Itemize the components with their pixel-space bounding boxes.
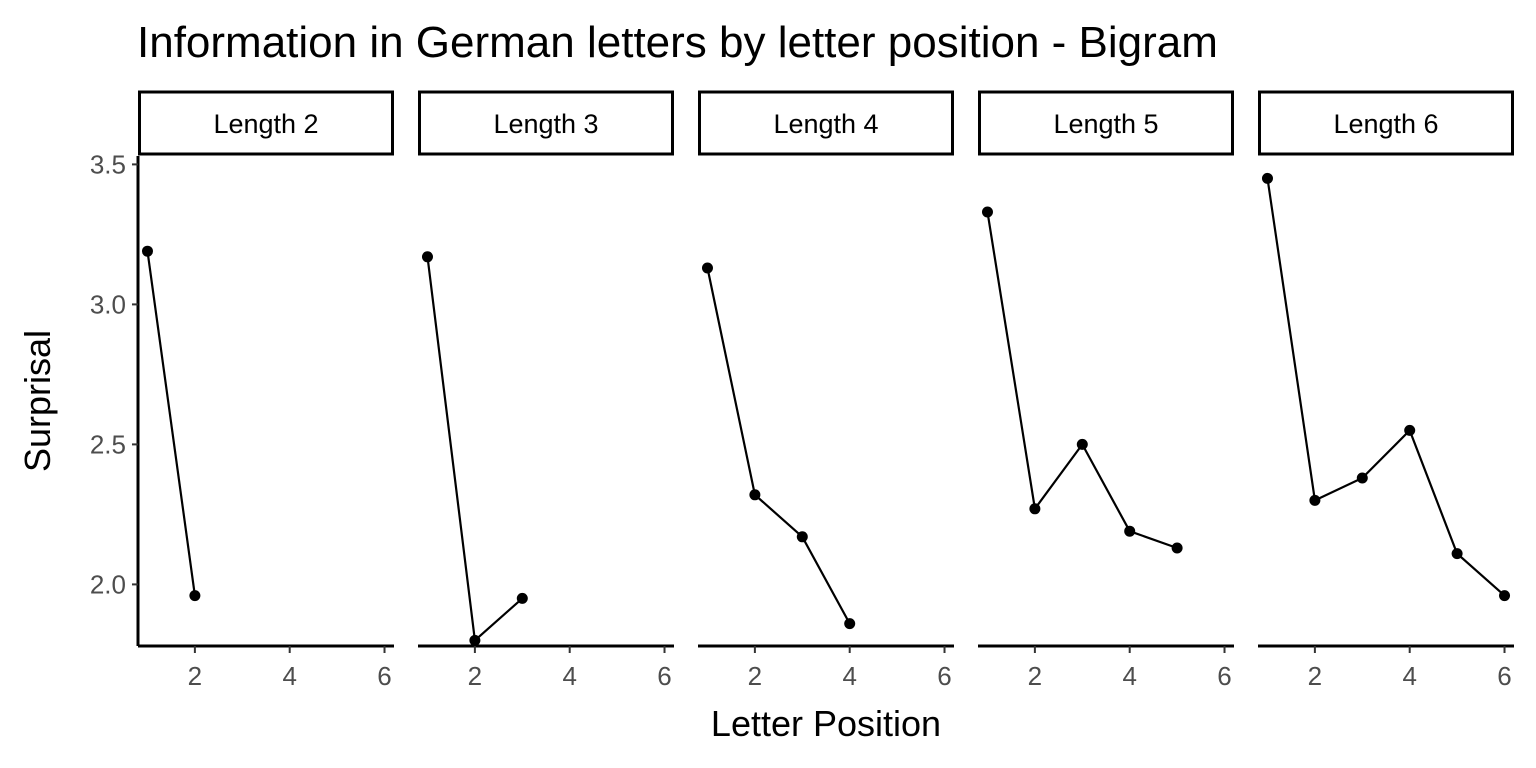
data-point: [1076, 438, 1088, 450]
data-point: [141, 245, 153, 257]
x-tick-label: 2: [748, 661, 762, 691]
series-line: [146, 251, 196, 596]
data-point: [844, 618, 856, 630]
data-point: [749, 489, 761, 501]
x-axis-title: Letter Position: [711, 703, 941, 744]
x-tick-label: 2: [1028, 661, 1042, 691]
data-point: [1356, 472, 1368, 484]
x-tick-label: 4: [562, 661, 576, 691]
facet-panel-1: Length 2 2 4 6: [138, 90, 394, 691]
data-point: [421, 251, 433, 263]
y-tick-label: 3.0: [90, 289, 126, 319]
x-tick-label: 4: [1122, 661, 1136, 691]
facet-panel-4: Length 5 2 4 6: [978, 90, 1234, 691]
y-tick-label: 2.5: [90, 429, 126, 459]
y-tick-label: 2.0: [90, 569, 126, 599]
series-line: [1266, 178, 1506, 597]
chart-title: Information in German letters by letter …: [137, 18, 1218, 67]
series-line: [706, 267, 851, 625]
x-tick-label: 2: [468, 661, 482, 691]
facet-panel-2: Length 3 2 4 6: [418, 90, 674, 691]
facet-strip: [978, 90, 1234, 156]
x-tick-label: 4: [842, 661, 856, 691]
x-tick-label: 6: [937, 661, 951, 691]
x-tick-label: 6: [1497, 661, 1511, 691]
data-point: [469, 634, 481, 646]
data-point: [981, 206, 993, 218]
data-point: [1171, 542, 1183, 554]
facet-strip: [138, 90, 394, 156]
x-tick-label: 6: [657, 661, 671, 691]
facet-panel-3: Length 4 2 4 6: [698, 90, 954, 691]
facet-strip: [418, 90, 674, 156]
series-line: [426, 256, 524, 643]
facet-strip: [1258, 90, 1514, 156]
data-point: [1124, 525, 1136, 537]
x-tick-label: 6: [377, 661, 391, 691]
y-axis: 2.0 2.5 3.0 3.5: [90, 149, 140, 646]
data-point: [1404, 424, 1416, 436]
facet-strip-label: Length 6: [1333, 109, 1438, 139]
facet-strip-label: Length 2: [213, 109, 318, 139]
facet-panel-5: Length 6 2 4 6: [1258, 90, 1514, 691]
data-point: [1451, 548, 1463, 560]
data-point: [701, 262, 713, 274]
facet-strip: [698, 90, 954, 156]
x-tick-label: 4: [1402, 661, 1416, 691]
data-point: [1261, 172, 1273, 184]
x-tick-label: 4: [282, 661, 296, 691]
y-axis-title: Surprisal: [17, 330, 58, 472]
data-point: [516, 592, 528, 604]
facet-strip-label: Length 4: [773, 109, 878, 139]
data-point: [1029, 503, 1041, 515]
x-tick-label: 2: [1308, 661, 1322, 691]
series-line: [986, 211, 1178, 550]
data-point: [1499, 590, 1511, 602]
data-point: [796, 531, 808, 543]
y-tick-label: 3.5: [90, 149, 126, 179]
x-tick-label: 2: [188, 661, 202, 691]
facet-strip-label: Length 3: [493, 109, 598, 139]
x-tick-label: 6: [1217, 661, 1231, 691]
data-point: [1309, 494, 1321, 506]
data-point: [189, 590, 201, 602]
facet-strip-label: Length 5: [1053, 109, 1158, 139]
